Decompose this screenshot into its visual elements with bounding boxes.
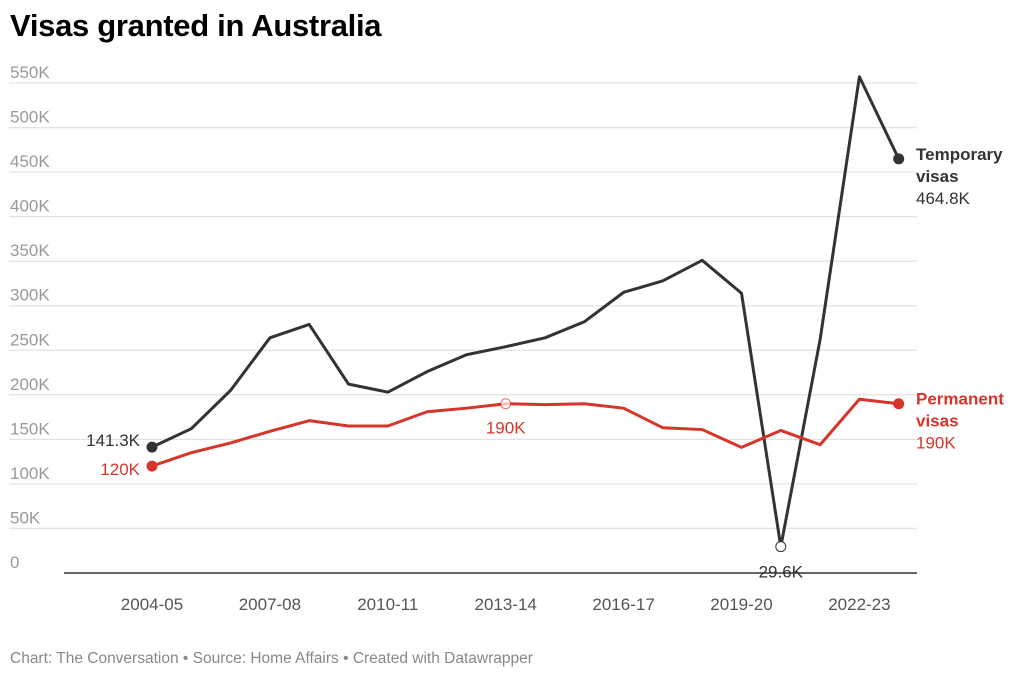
series-line-temporary: [151, 75, 901, 549]
annotation-label: 29.6K: [759, 563, 804, 582]
end-value-label: 464.8K: [916, 189, 971, 208]
y-tick-label: 450K: [10, 152, 50, 171]
series-name-label: Permanent: [916, 390, 1004, 409]
series-line-permanent: [151, 397, 899, 468]
chart-footer: Chart: The Conversation • Source: Home A…: [10, 650, 533, 667]
chart-title: Visas granted in Australia: [10, 8, 382, 43]
annotation-marker: [775, 541, 787, 553]
x-tick-label: 2022-23: [828, 595, 890, 614]
y-tick-label: 400K: [10, 197, 50, 216]
y-tick-label: 150K: [10, 419, 50, 438]
end-marker: [893, 398, 905, 410]
y-tick-label: 0: [10, 553, 19, 572]
start-value-label: 141.3K: [86, 431, 141, 450]
start-marker: [146, 460, 158, 472]
x-tick-label: 2019-20: [710, 595, 772, 614]
y-tick-label: 100K: [10, 464, 50, 483]
y-tick-label: 200K: [10, 375, 50, 394]
y-tick-label: 50K: [10, 508, 41, 527]
x-tick-label: 2004-05: [121, 595, 183, 614]
series-name-label: visas: [916, 167, 959, 186]
end-marker: [893, 153, 905, 165]
y-tick-label: 300K: [10, 286, 50, 305]
y-tick-label: 500K: [10, 108, 50, 127]
start-marker: [146, 441, 158, 453]
y-tick-label: 550K: [10, 63, 50, 82]
x-tick-label: 2016-17: [592, 595, 654, 614]
y-tick-label: 350K: [10, 241, 50, 260]
y-tick-label: 250K: [10, 330, 50, 349]
series-name-label: visas: [916, 412, 959, 431]
annotation-marker: [500, 398, 512, 410]
start-value-label: 120K: [100, 460, 140, 479]
series-name-label: Temporary: [916, 145, 1003, 164]
end-value-label: 190K: [916, 434, 956, 453]
x-tick-label: 2013-14: [475, 595, 537, 614]
x-tick-label: 2007-08: [239, 595, 301, 614]
x-tick-label: 2010-11: [357, 595, 418, 614]
annotation-label: 190K: [486, 419, 526, 438]
